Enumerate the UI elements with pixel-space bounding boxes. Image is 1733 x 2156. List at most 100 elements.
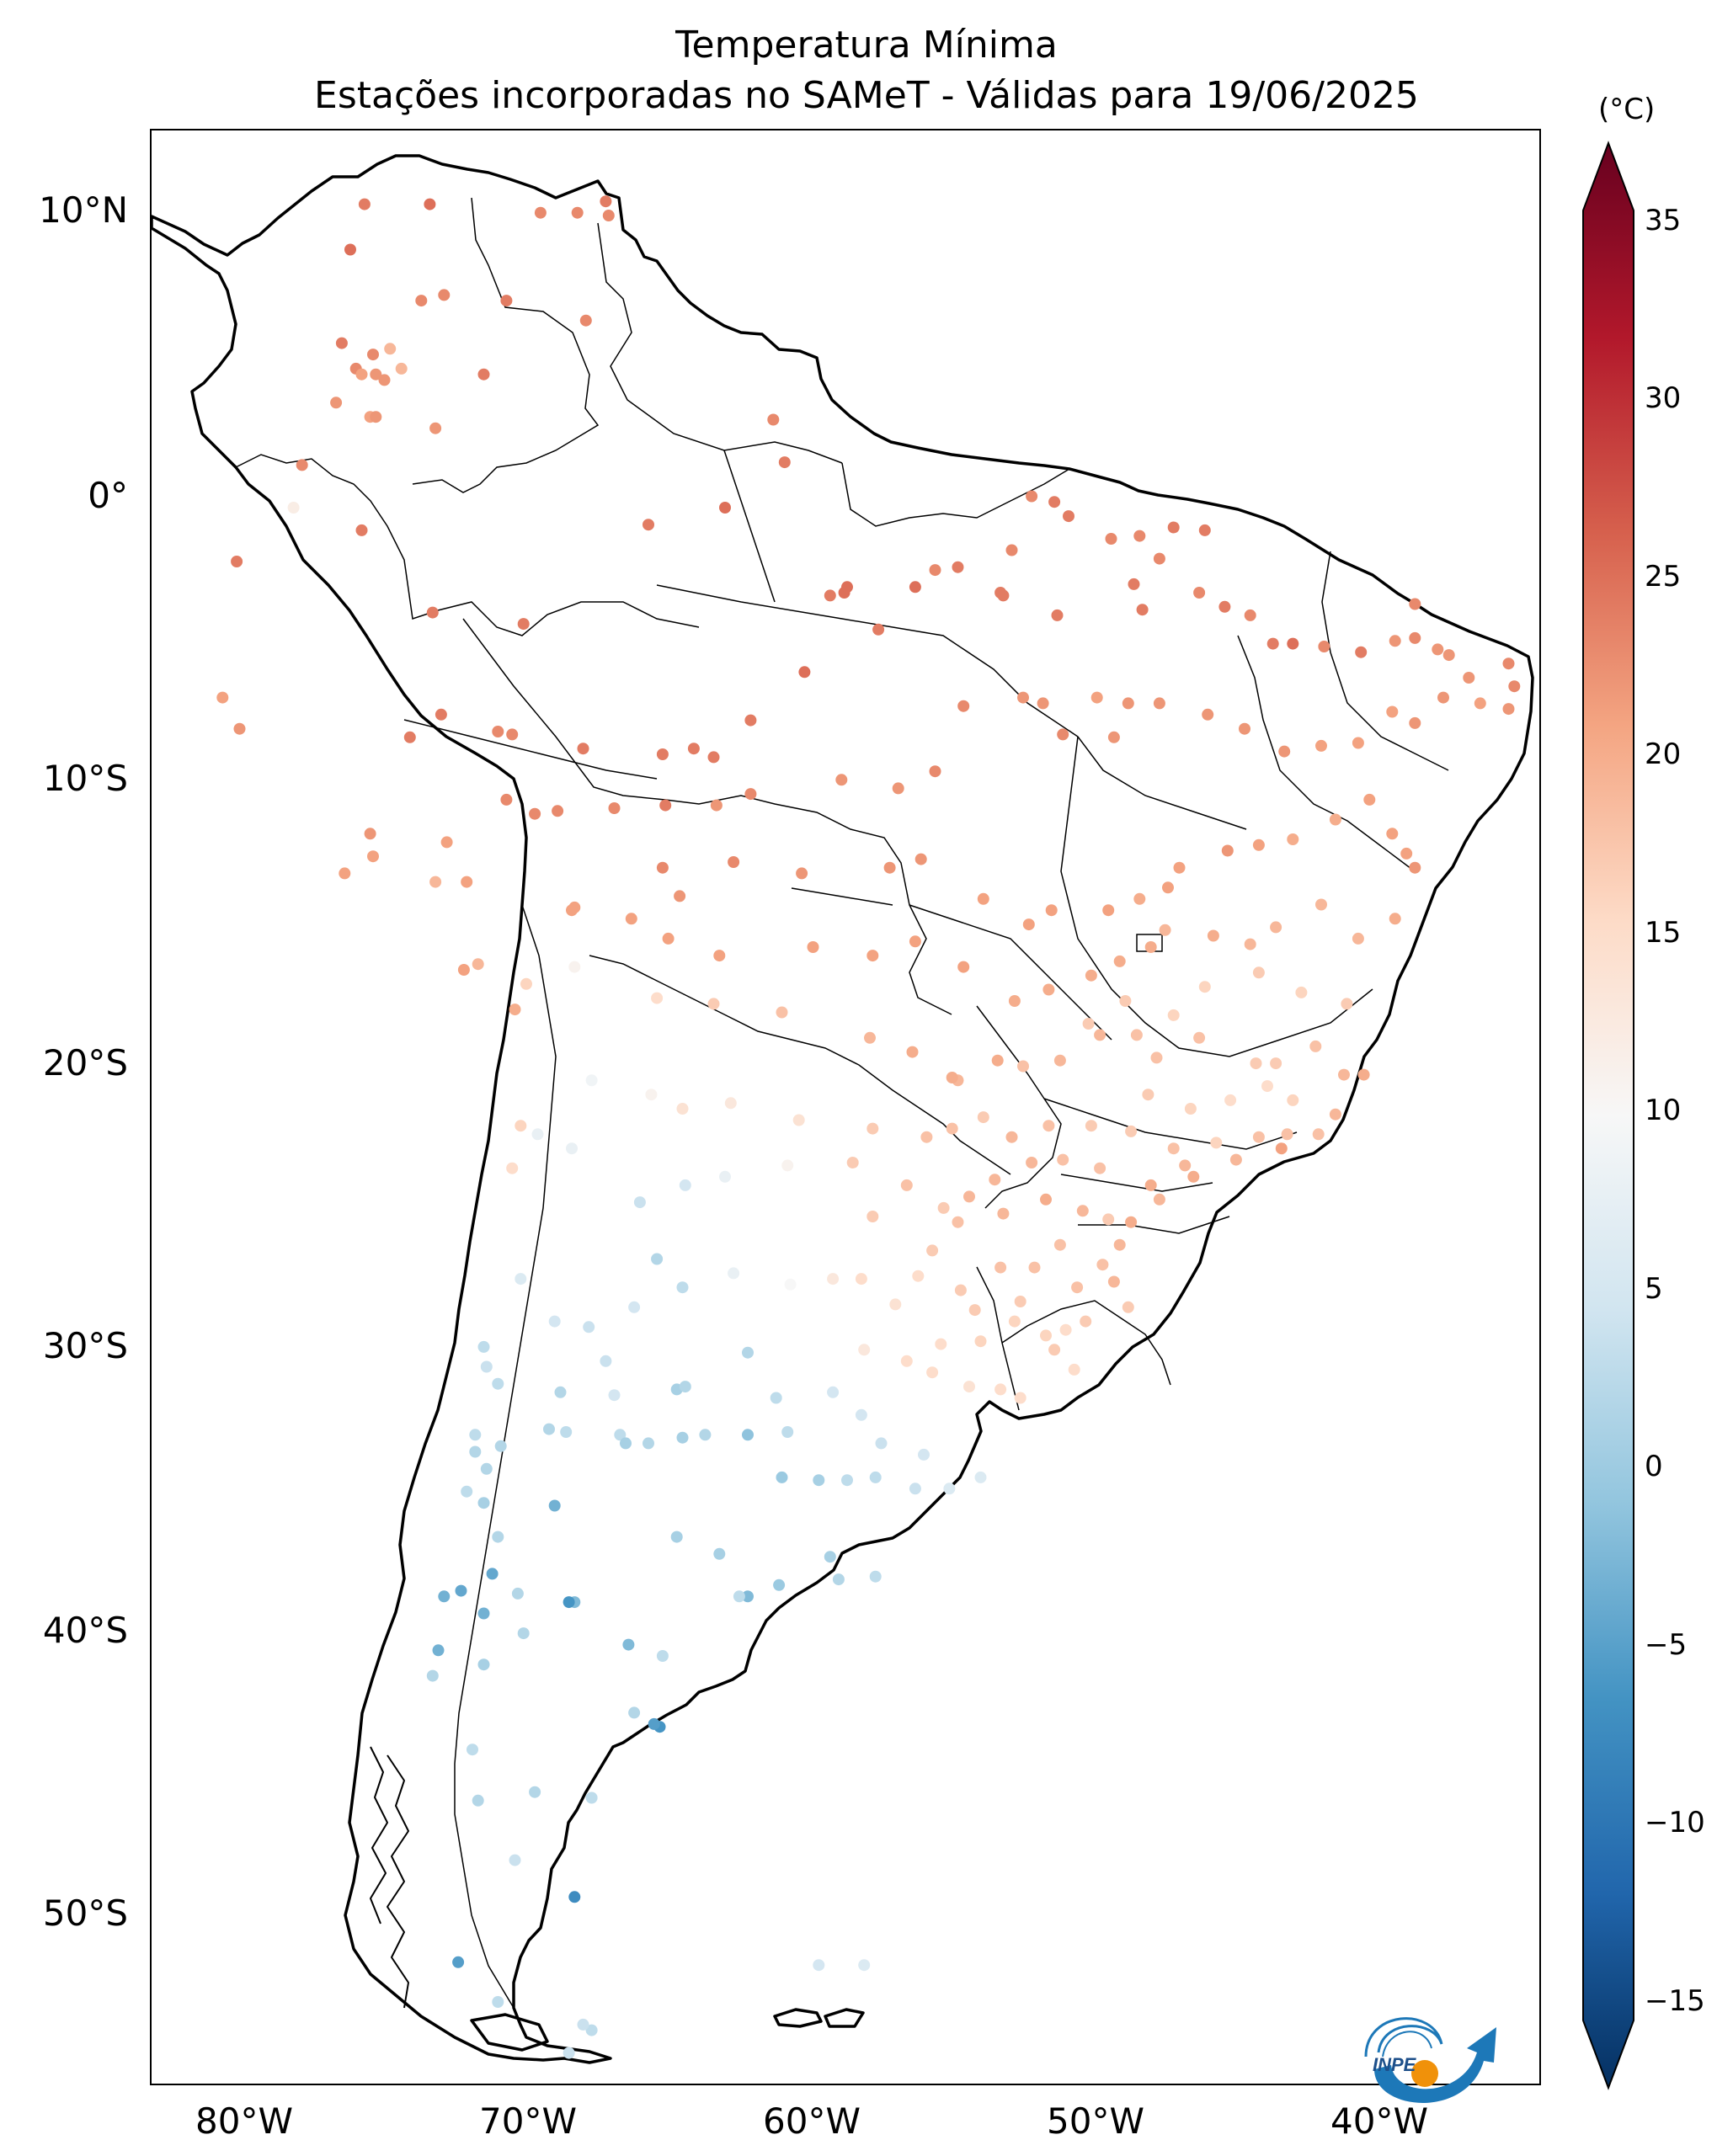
station-marker — [424, 198, 436, 210]
station-marker — [724, 1097, 737, 1110]
colorbar-tick-20: 20 — [1645, 737, 1682, 771]
station-marker — [548, 1315, 561, 1328]
colorbar-bar — [1582, 141, 1634, 2090]
colorbar-tick-minus10: −10 — [1645, 1806, 1705, 1839]
station-marker — [552, 805, 564, 817]
station-marker — [429, 422, 442, 434]
station-marker — [548, 1499, 561, 1512]
station-marker — [1270, 921, 1282, 934]
station-marker — [1162, 881, 1174, 894]
station-marker — [1207, 929, 1219, 942]
station-marker — [534, 206, 547, 219]
station-marker — [1063, 510, 1074, 523]
colorbar-tick-35: 35 — [1645, 204, 1682, 237]
station-marker — [432, 1644, 445, 1657]
station-marker — [1096, 1259, 1109, 1271]
tierra-del-fuego — [470, 2013, 549, 2052]
border-brazil-peru-bolivia — [462, 618, 952, 1015]
station-marker — [1136, 604, 1149, 616]
station-marker — [1318, 641, 1330, 652]
lon-label-40w: 40°W — [1330, 2100, 1428, 2142]
station-marker — [994, 1383, 1007, 1396]
station-marker — [426, 1669, 439, 1682]
station-marker — [784, 1278, 797, 1291]
station-marker — [926, 1366, 939, 1379]
station-marker — [1008, 995, 1021, 1007]
station-marker — [659, 799, 672, 812]
station-marker — [494, 1440, 507, 1452]
station-marker — [500, 295, 513, 307]
lat-label-10s: 10°S — [42, 758, 128, 799]
station-marker — [477, 1340, 490, 1353]
map-canvas — [152, 154, 1534, 2064]
station-marker — [670, 1530, 683, 1543]
station-marker — [1432, 643, 1444, 656]
station-marker — [728, 856, 740, 868]
station-marker — [600, 195, 612, 208]
station-marker — [506, 728, 519, 741]
station-marker — [529, 807, 541, 820]
map-title: Temperatura Mínima — [675, 24, 1058, 67]
station-marker — [920, 1131, 933, 1143]
colorbar-tick-minus5: −5 — [1645, 1628, 1688, 1662]
station-marker — [1167, 1142, 1180, 1155]
border-colombia-ecuador-peru — [235, 454, 700, 636]
station-marker — [1202, 708, 1214, 721]
station-marker — [1261, 1080, 1273, 1093]
station-marker — [1167, 1009, 1180, 1021]
station-marker — [1409, 861, 1421, 874]
station-marker — [628, 1706, 641, 1719]
station-marker — [429, 876, 442, 888]
station-marker — [1153, 1193, 1165, 1206]
station-marker — [367, 850, 379, 863]
station-marker — [733, 1590, 745, 1603]
station-marker — [335, 337, 348, 349]
station-marker — [486, 1568, 499, 1580]
colorbar-unit-label: (°C) — [1598, 93, 1656, 126]
station-marker — [957, 961, 970, 973]
south-america-outline — [152, 154, 1534, 2064]
station-marker — [742, 1590, 754, 1603]
station-marker — [395, 362, 408, 375]
station-marker — [1005, 544, 1018, 556]
station-marker — [1193, 587, 1206, 599]
border-brazil-states-amazon — [403, 450, 776, 780]
station-marker — [906, 1046, 919, 1058]
station-marker — [656, 748, 669, 760]
station-marker — [929, 765, 941, 778]
station-marker — [1278, 745, 1291, 758]
station-marker — [472, 958, 484, 971]
station-marker — [994, 1261, 1007, 1274]
station-marker — [480, 1360, 493, 1373]
lon-label-60w: 60°W — [763, 2100, 861, 2142]
station-marker — [1125, 1216, 1138, 1228]
station-marker — [339, 867, 351, 880]
station-marker — [509, 1003, 521, 1016]
station-marker — [1184, 1103, 1197, 1115]
station-marker — [946, 1122, 958, 1135]
station-marker — [710, 799, 723, 812]
station-marker — [1179, 1159, 1192, 1172]
colorbar-tick-minus15: −15 — [1645, 1984, 1705, 2018]
station-marker — [367, 349, 379, 361]
lat-label-10n: 10°N — [39, 189, 128, 231]
station-marker — [883, 861, 896, 874]
colorbar-tick-5: 5 — [1645, 1272, 1663, 1306]
station-marker — [1105, 533, 1117, 545]
station-marker — [841, 1474, 853, 1487]
station-marker — [1026, 1157, 1038, 1168]
station-marker — [625, 913, 637, 925]
station-marker — [608, 1389, 621, 1402]
station-marker — [1198, 524, 1211, 536]
border-uruguay — [1001, 1300, 1171, 1386]
station-marker — [1386, 828, 1399, 840]
station-marker — [872, 623, 885, 636]
station-marker — [846, 1157, 859, 1168]
station-marker — [968, 1304, 981, 1317]
station-marker — [426, 606, 439, 619]
station-marker — [440, 836, 453, 849]
station-marker — [1198, 981, 1211, 993]
station-marker — [1102, 904, 1115, 917]
station-marker — [554, 1386, 567, 1398]
station-marker — [1133, 892, 1146, 905]
